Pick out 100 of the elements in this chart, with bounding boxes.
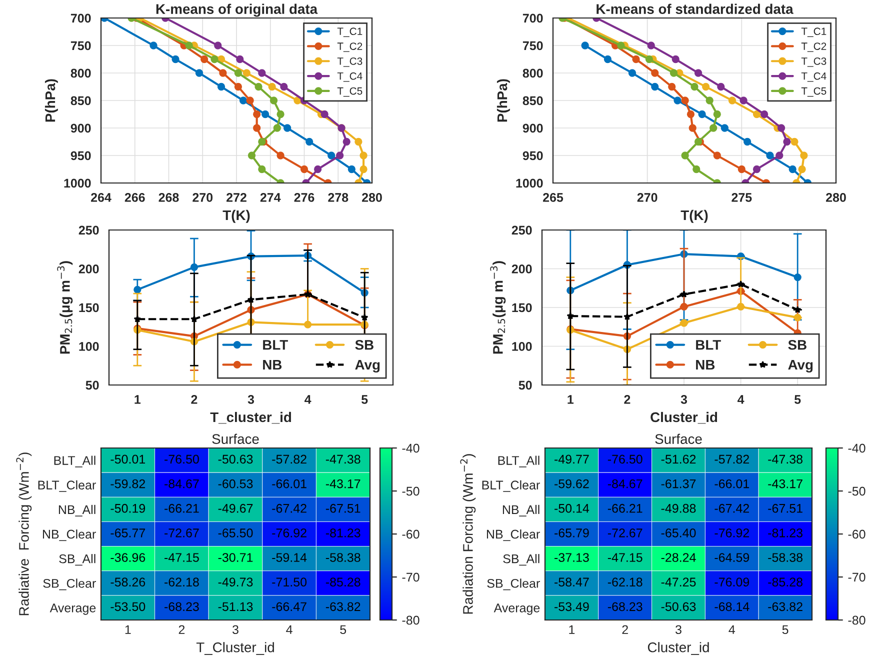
data-label: -47.15	[608, 553, 642, 562]
data-label: -64.59	[714, 553, 750, 562]
x-tick-label: 5	[782, 625, 788, 634]
data-label: -76.92	[714, 528, 749, 538]
legend-label: Avg	[788, 360, 813, 372]
data-label: -50.63	[661, 602, 696, 612]
y-tick-label: 1000	[64, 178, 91, 188]
x-tick-label: 1	[569, 625, 575, 634]
y-axis-title: P(hPa)	[496, 79, 510, 122]
chart-title: K-means of standardized data	[596, 4, 794, 14]
y-tick-label: 1000	[516, 178, 543, 188]
legend-label: SB	[788, 340, 806, 350]
legend-label: T_C3	[337, 57, 362, 67]
data-label: -66.01	[714, 479, 750, 488]
data-label: -65.77	[110, 528, 145, 538]
y-tick-label: 250	[512, 226, 532, 235]
data-label: -30.71	[218, 553, 253, 562]
legend-label: NB	[696, 360, 715, 370]
x-tick-label: 4	[738, 395, 744, 404]
x-tick-label: 278	[328, 193, 348, 202]
y-tick-label: BLT_All	[54, 456, 96, 468]
data-label: -50.63	[218, 454, 253, 464]
data-label: -50.01	[110, 454, 146, 464]
x-tick-label: 276	[294, 193, 314, 202]
x-tick-label: 265	[543, 193, 564, 202]
x-tick-label: 1	[134, 395, 141, 404]
legend-label: T_C1	[801, 28, 826, 37]
color-bar-label: -50	[402, 486, 420, 496]
data-label: -51.13	[218, 602, 253, 612]
data-label: -47.38	[768, 454, 802, 464]
y-tick-label: NB_Clear	[486, 529, 540, 542]
y-tick-label: Average	[50, 604, 96, 615]
x-tick-label: 3	[676, 625, 682, 634]
legend-label: T_C4	[337, 72, 362, 82]
data-label: -59.82	[110, 479, 145, 488]
data-label: -65.50	[218, 528, 253, 538]
data-label: -67.42	[714, 504, 749, 513]
legend-label: T_C5	[337, 87, 362, 97]
x-tick-label: 1	[568, 395, 574, 404]
data-label: -49.67	[218, 504, 253, 513]
data-label: -66.01	[272, 479, 306, 488]
color-bar-label: -80	[402, 616, 420, 625]
data-label: -58.47	[554, 578, 589, 586]
x-tick-label: 270	[637, 193, 658, 202]
y-tick-label: NB_All	[58, 504, 96, 516]
x-tick-label: 4	[728, 625, 736, 634]
color-bar-label: -70	[848, 572, 866, 582]
legend-label: T_C2	[337, 42, 362, 52]
y-axis-title: PM$_{2.5}$(μg m$^{−3}$)	[490, 261, 506, 354]
x-tick-label: 5	[794, 395, 801, 404]
data-label: -68.14	[714, 602, 750, 612]
x-tick-label: 266	[124, 193, 145, 202]
data-label: -67.51	[768, 504, 802, 513]
data-label: -47.38	[326, 454, 360, 464]
data-label: -76.50	[608, 454, 642, 464]
legend-label: T_C5	[801, 87, 826, 97]
legend-label: NB	[263, 360, 282, 370]
data-label: -28.24	[661, 553, 696, 562]
y-tick-label: 950	[522, 151, 543, 160]
y-tick-label: 50	[518, 380, 532, 390]
data-label: -67.42	[272, 504, 306, 513]
x-axis-title: T_Cluster_id	[196, 642, 274, 655]
x-tick-label: 2	[191, 395, 198, 404]
data-label: -65.40	[661, 528, 696, 538]
data-label: -60.53	[218, 479, 253, 488]
x-tick-label: 5	[340, 625, 346, 634]
y-tick-label: SB_All	[503, 554, 540, 566]
x-tick-label: 1	[125, 625, 131, 634]
x-tick-label: 2	[178, 625, 185, 634]
color-bar-label: -50	[848, 486, 866, 496]
data-label: -50.14	[554, 504, 590, 513]
data-label: -63.82	[768, 602, 802, 612]
data-label: -68.23	[608, 602, 642, 612]
color-bar-label: -60	[848, 530, 866, 539]
data-label: -58.38	[326, 553, 360, 562]
y-tick-label: 250	[78, 226, 99, 235]
y-tick-label: SB_Clear	[487, 578, 540, 590]
y-tick-label: SB_Clear	[43, 578, 96, 590]
x-tick-label: 274	[260, 193, 281, 202]
y-tick-label: NB_Clear	[42, 529, 96, 542]
data-label: -65.79	[554, 528, 589, 538]
y-tick-label: SB_All	[59, 554, 96, 566]
y-tick-label: 750	[70, 41, 91, 50]
data-label: -67.51	[326, 504, 360, 513]
chart-title: Surface	[212, 434, 259, 444]
y-axis-title: Radiative Forcing (Wm$^{−2}$)	[16, 452, 32, 616]
data-label: -66.47	[272, 602, 306, 612]
data-label: -53.50	[110, 602, 146, 612]
y-tick-label: 100	[79, 342, 99, 351]
x-tick-label: 4	[286, 625, 292, 634]
y-tick-label: 200	[512, 264, 532, 274]
data-label: -49.77	[554, 454, 589, 464]
y-tick-label: 100	[512, 342, 532, 351]
legend-label: T_C1	[337, 28, 362, 37]
color-bar-label: -40	[402, 444, 420, 453]
data-label: -43.17	[326, 479, 360, 488]
x-tick-label: 2	[622, 625, 628, 634]
y-tick-label: 700	[522, 14, 543, 23]
data-label: -43.17	[768, 479, 802, 488]
data-label: -59.14	[272, 553, 307, 562]
